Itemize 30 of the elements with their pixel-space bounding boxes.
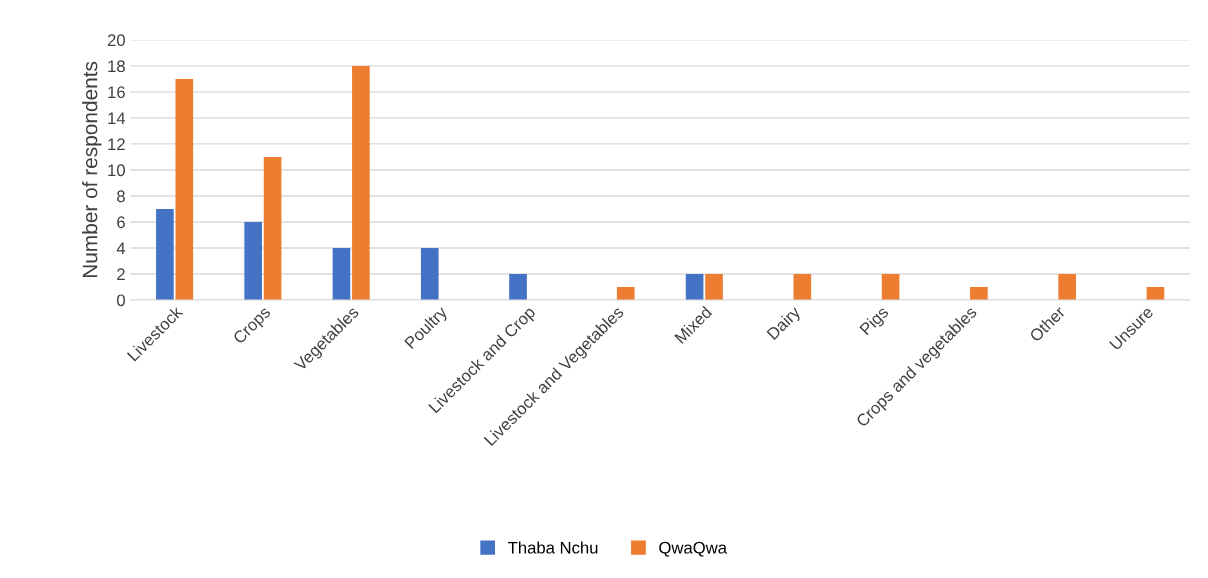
x-tick-label: Pigs xyxy=(858,305,892,338)
y-axis-title: Number of respondents xyxy=(82,61,102,278)
legend-label: QwaQwa xyxy=(659,541,727,557)
y-tick-label: 4 xyxy=(116,242,126,254)
y-tick-label: 6 xyxy=(117,216,125,229)
bar xyxy=(509,273,527,300)
y-tick-label: 14 xyxy=(108,112,126,124)
bar xyxy=(156,208,174,300)
y-tick-label: 18 xyxy=(108,60,125,73)
y-tick-label: 20 xyxy=(107,34,125,47)
bar xyxy=(332,247,351,300)
y-tick-label: 2 xyxy=(117,268,125,281)
y-tick-label: 10 xyxy=(108,164,125,177)
bar xyxy=(793,273,812,300)
bar xyxy=(263,156,282,300)
y-tick-label: 8 xyxy=(117,190,125,203)
bar xyxy=(616,286,635,300)
bar xyxy=(970,286,988,300)
bar xyxy=(685,273,704,300)
y-tick-label: 0 xyxy=(116,294,125,307)
bar xyxy=(175,78,194,300)
y-tick-label: 16 xyxy=(108,86,125,99)
y-tick-label: 12 xyxy=(108,138,125,150)
bar xyxy=(705,273,723,300)
bar xyxy=(244,221,263,300)
bar xyxy=(352,65,370,300)
bar xyxy=(881,273,900,300)
legend-label: Thaba Nchu xyxy=(508,541,598,554)
bar xyxy=(420,247,439,300)
bar xyxy=(1058,273,1076,300)
